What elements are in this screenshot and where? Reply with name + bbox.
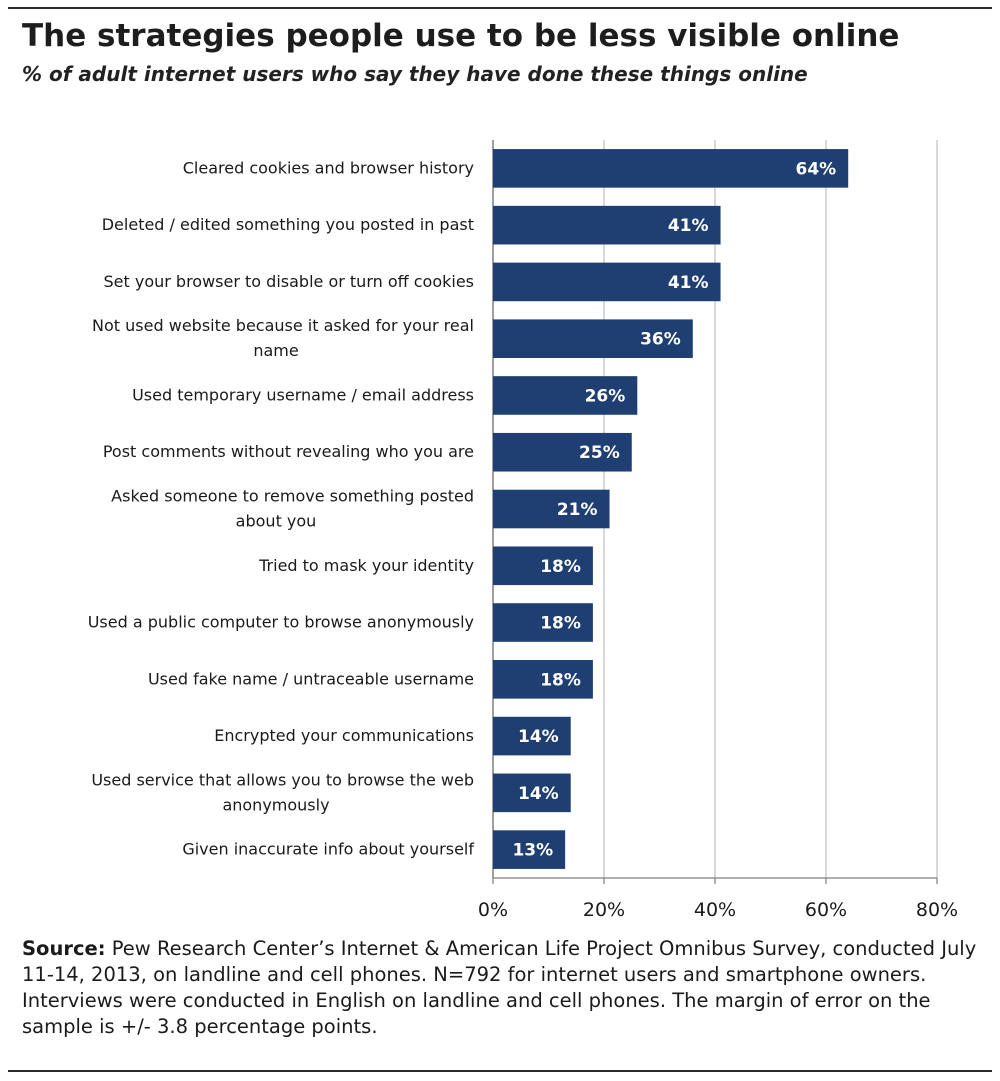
- category-label: Tried to mask your identity: [258, 556, 474, 575]
- x-tick-label: 40%: [694, 899, 736, 920]
- bar: [493, 660, 593, 699]
- bar-chart: 64%41%41%36%26%25%21%18%18%18%14%14%13% …: [88, 140, 958, 920]
- source-text: Pew Research Center’s Internet & America…: [22, 937, 977, 1038]
- value-label: 18%: [540, 614, 581, 634]
- bar: [493, 546, 593, 586]
- category-labels: Cleared cookies and browser history Delet…: [88, 158, 475, 858]
- bar: [493, 773, 571, 813]
- category-label: Given inaccurate info about yourself: [182, 840, 474, 859]
- value-label: 36%: [640, 330, 681, 350]
- value-label: 14%: [518, 727, 559, 747]
- source-note: Source: Pew Research Center’s Internet &…: [22, 936, 982, 1040]
- x-tick-label: 80%: [916, 899, 958, 920]
- category-label: Used temporary username / email address: [132, 385, 474, 404]
- bottom-rule: [8, 1070, 992, 1072]
- category-label: about you: [236, 512, 317, 531]
- value-label: 14%: [518, 784, 559, 804]
- category-label: Deleted / edited something you posted in…: [102, 215, 474, 234]
- category-label: Used fake name / untraceable username: [148, 669, 474, 688]
- value-label: 18%: [540, 670, 581, 690]
- bar: [493, 432, 632, 472]
- x-axis-ticks: 0% 20% 40% 60% 80%: [478, 899, 958, 920]
- source-label: Source:: [22, 937, 106, 960]
- top-rule: [8, 7, 992, 9]
- bars: 64% 41% 41% 36% 26% 25% 21% 18% 18% 18% 14% 14% 13%: [493, 149, 849, 869]
- category-label: Encrypted your communications: [214, 726, 474, 745]
- x-tick-label: 20%: [583, 899, 625, 920]
- value-label: 21%: [557, 500, 598, 520]
- x-tick-label: 60%: [805, 899, 847, 920]
- chart-subtitle: % of adult internet users who say they h…: [22, 62, 808, 86]
- bar: [493, 205, 721, 245]
- bar: [493, 603, 593, 642]
- bar: [493, 830, 566, 869]
- category-label: Asked someone to remove something posted: [111, 487, 474, 506]
- category-label: Set your browser to disable or turn off …: [104, 272, 475, 291]
- category-label: Cleared cookies and browser history: [183, 158, 474, 177]
- chart-title: The strategies people use to be less vis…: [22, 18, 900, 54]
- category-label: Used a public computer to browse anonymo…: [88, 613, 474, 632]
- value-label: 13%: [512, 841, 553, 861]
- category-label: anonymously: [222, 795, 329, 814]
- value-label: 26%: [585, 386, 626, 406]
- bar: [493, 376, 638, 415]
- category-label: name: [253, 341, 298, 360]
- category-label: Post comments without revealing who you …: [103, 442, 474, 461]
- value-label: 64%: [795, 159, 836, 179]
- category-label: Used service that allows you to browse t…: [91, 770, 474, 789]
- value-label: 41%: [668, 216, 709, 236]
- bar: [493, 262, 721, 302]
- category-label: Not used website because it asked for yo…: [92, 316, 474, 335]
- bar: [493, 149, 849, 188]
- bar: [493, 489, 610, 529]
- value-label: 41%: [668, 273, 709, 293]
- bar: [493, 319, 693, 358]
- value-label: 18%: [540, 557, 581, 577]
- bar: [493, 716, 571, 756]
- value-label: 25%: [579, 443, 620, 463]
- x-tick-label: 0%: [478, 899, 508, 920]
